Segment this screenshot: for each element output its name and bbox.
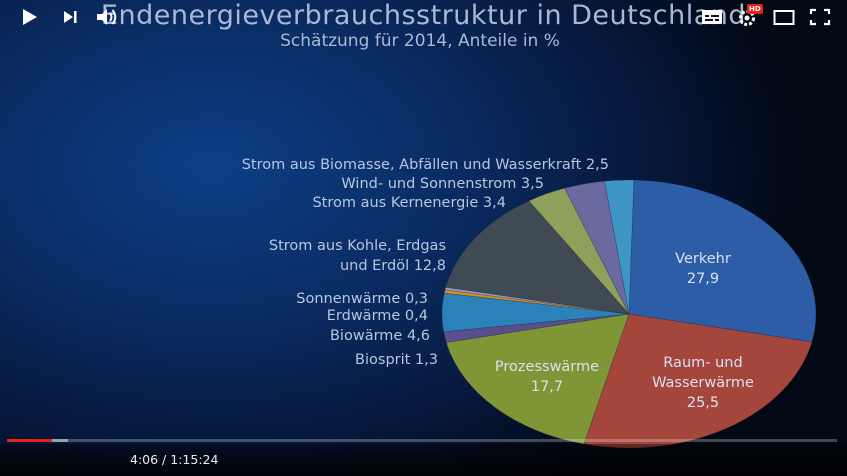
miniplayer-icon xyxy=(773,10,795,25)
miniplayer-button[interactable] xyxy=(772,6,796,28)
pie-labels: Verkehr 27,9 Raum- und Wasserwärme 25,5 Proze… xyxy=(242,157,754,411)
volume-icon xyxy=(97,9,117,25)
time-display: 4:06 / 1:15:24 xyxy=(130,452,218,467)
slice-label: Strom aus Kohle, Erdgas xyxy=(269,238,446,254)
slice-label: Biosprit 1,3 xyxy=(355,352,438,368)
player-controls xyxy=(0,444,847,476)
pie-slice xyxy=(443,313,630,343)
slice-label: Erdwärme 0,4 xyxy=(327,308,428,324)
pie-slice xyxy=(528,187,630,315)
slice-label: Strom aus Kernenergie 3,4 xyxy=(312,195,506,211)
pie-slice xyxy=(444,286,630,315)
pie-slice xyxy=(604,179,635,315)
slice-label: 25,5 xyxy=(687,395,719,411)
settings-icon xyxy=(739,10,755,26)
slice-label: Verkehr xyxy=(675,251,731,267)
slice-label: Raum- und xyxy=(663,355,742,371)
subtitles-button[interactable] xyxy=(700,6,724,28)
slice-label: Wasserwärme xyxy=(652,375,754,391)
next-button[interactable] xyxy=(58,6,82,28)
chart-title: Endenergieverbrauchsstruktur in Deutschl… xyxy=(100,0,747,31)
pie-slice xyxy=(443,289,630,315)
subtitles-icon xyxy=(702,10,722,24)
pie-slice xyxy=(564,180,630,315)
slice-label: 27,9 xyxy=(687,271,719,287)
progress-played xyxy=(7,439,52,442)
slice-label: und Erdöl 12,8 xyxy=(340,258,446,274)
slice-label: Sonnenwärme 0,3 xyxy=(296,291,428,307)
play-button[interactable] xyxy=(18,6,42,28)
pie-slice xyxy=(628,179,817,343)
pie-slice xyxy=(445,313,630,445)
pie-slices xyxy=(441,179,817,449)
fullscreen-button[interactable] xyxy=(808,6,832,28)
current-time: 4:06 xyxy=(130,452,159,467)
hd-badge: HD xyxy=(747,4,763,14)
progress-bar[interactable] xyxy=(7,439,837,442)
slice-label: Prozesswärme xyxy=(495,359,599,375)
slice-label: Biowärme 4,6 xyxy=(330,328,430,344)
duration: 1:15:24 xyxy=(170,452,219,467)
slice-label: Strom aus Biomasse, Abfällen und Wasserk… xyxy=(242,157,609,173)
time-separator: / xyxy=(158,452,171,467)
settings-button[interactable]: HD xyxy=(736,4,763,28)
slice-label: 17,7 xyxy=(531,379,563,395)
pie-slice xyxy=(441,292,630,333)
play-icon xyxy=(23,9,37,25)
pie-slice xyxy=(445,200,630,315)
volume-button[interactable] xyxy=(94,6,118,28)
next-icon xyxy=(64,11,77,23)
slice-label: Wind- und Sonnenstrom 3,5 xyxy=(341,176,544,192)
fullscreen-icon xyxy=(809,8,831,26)
chart-subtitle: Schätzung für 2014, Anteile in % xyxy=(280,31,560,51)
